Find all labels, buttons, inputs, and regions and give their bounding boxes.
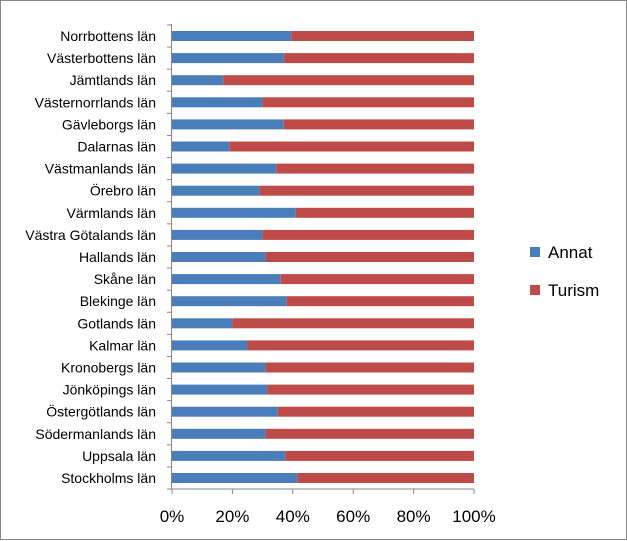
category-label: Jämtlands län	[70, 72, 156, 88]
x-tick-label: 80%	[397, 507, 431, 526]
category-label: Blekinge län	[80, 293, 156, 309]
bar-annat-19	[172, 450, 286, 461]
legend-swatch-turism	[530, 285, 540, 295]
bar-turism-14	[247, 340, 474, 351]
bar-annat-7	[172, 185, 260, 196]
legend-label-turism: Turism	[548, 281, 599, 300]
category-label: Skåne län	[94, 271, 156, 287]
category-label: Dalarnas län	[77, 139, 156, 155]
category-label: Gotlands län	[77, 315, 156, 331]
bar-turism-9	[262, 229, 474, 240]
bar-turism-12	[286, 296, 474, 307]
bar-turism-19	[285, 450, 474, 461]
category-label: Örebro län	[90, 182, 156, 199]
bar-annat-11	[172, 274, 281, 285]
bar-annat-0	[172, 31, 292, 41]
x-tick-label: 40%	[276, 507, 310, 526]
bar-annat-12	[172, 296, 287, 307]
bar-annat-9	[172, 229, 263, 240]
bar-annat-14	[172, 340, 248, 351]
bar-turism-20	[297, 473, 474, 483]
bar-turism-0	[291, 31, 474, 41]
bar-annat-16	[172, 384, 268, 395]
bar-turism-4	[283, 119, 474, 130]
category-label: Västerbottens län	[47, 50, 156, 66]
bar-turism-5	[229, 141, 474, 152]
category-label: Västmanlands län	[45, 161, 156, 177]
bar-annat-18	[172, 428, 266, 439]
category-label: Södermanlands län	[35, 426, 156, 442]
category-label: Jönköpings län	[63, 382, 156, 398]
bar-annat-20	[172, 473, 298, 483]
bar-turism-15	[265, 362, 474, 373]
bar-turism-11	[280, 274, 474, 285]
category-label: Kronobergs län	[61, 360, 156, 376]
bar-turism-13	[232, 318, 474, 329]
bar-annat-8	[172, 207, 296, 218]
bar-turism-17	[277, 406, 474, 417]
legend-label-annat: Annat	[548, 243, 593, 262]
x-tick-label: 0%	[160, 507, 185, 526]
bar-turism-18	[265, 428, 474, 439]
category-label: Norrbottens län	[60, 28, 156, 44]
x-tick-label: 100%	[452, 507, 495, 526]
category-label: Västernorrlands län	[35, 94, 156, 110]
bar-turism-10	[265, 252, 474, 262]
bar-annat-3	[172, 97, 263, 108]
category-label: Värmlands län	[67, 205, 157, 221]
bar-turism-3	[262, 97, 474, 108]
bar-annat-10	[172, 252, 266, 262]
bar-annat-5	[172, 141, 230, 152]
category-label: Stockholms län	[61, 470, 156, 486]
bar-turism-8	[295, 207, 474, 218]
category-label: Kalmar län	[89, 337, 156, 353]
bar-turism-16	[267, 384, 474, 395]
category-label: Uppsala län	[82, 448, 156, 464]
bar-annat-4	[172, 119, 284, 130]
bar-turism-1	[283, 53, 474, 64]
bar-turism-2	[223, 75, 474, 86]
category-label: Östergötlands län	[46, 403, 156, 420]
bar-annat-2	[172, 75, 224, 86]
legend-swatch-annat	[530, 247, 540, 257]
bar-annat-13	[172, 318, 233, 329]
category-label: Västra Götalands län	[25, 227, 156, 243]
bar-annat-17	[172, 406, 278, 417]
bar-annat-6	[172, 163, 277, 174]
category-label: Hallands län	[79, 249, 156, 265]
x-tick-label: 20%	[215, 507, 249, 526]
x-tick-label: 60%	[336, 507, 370, 526]
category-label: Gävleborgs län	[62, 116, 156, 132]
bar-turism-6	[276, 163, 474, 174]
bar-annat-15	[172, 362, 266, 373]
bar-annat-1	[172, 53, 284, 64]
bar-turism-7	[259, 185, 474, 196]
